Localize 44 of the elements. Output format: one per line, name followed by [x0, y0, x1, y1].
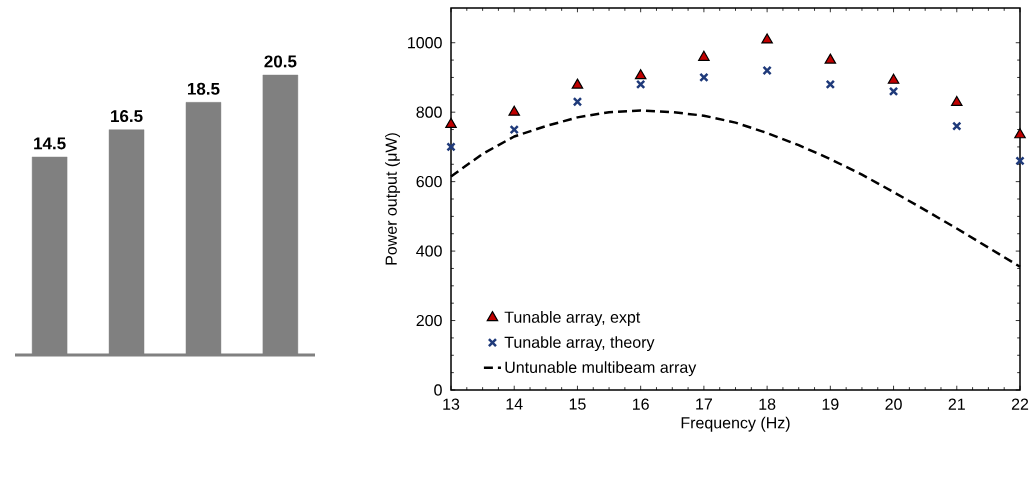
- x-tick-label: 15: [569, 398, 586, 410]
- y-tick-label: 600: [416, 175, 442, 188]
- point: [887, 73, 900, 84]
- y-axis-title: Power output (μW): [385, 133, 401, 265]
- data-label: 14.5: [34, 137, 66, 150]
- point: [571, 78, 584, 89]
- point: [762, 65, 772, 76]
- y-tick-label: 200: [416, 314, 442, 327]
- point: [509, 124, 520, 135]
- point: [824, 53, 837, 64]
- x-tick-label: 14: [506, 398, 523, 410]
- x-tick-label: 18: [759, 398, 776, 410]
- y-tick-label: 0: [434, 384, 442, 396]
- point: [1015, 156, 1025, 166]
- point: [635, 79, 646, 90]
- x-tick-label: 22: [1011, 398, 1029, 410]
- point: [508, 105, 521, 116]
- x-tick-label: 13: [443, 398, 460, 410]
- point: [950, 95, 963, 107]
- legend-label: Tunable array, expt: [504, 311, 641, 326]
- point: [825, 79, 836, 90]
- data-label: 16.5: [111, 110, 143, 123]
- x-axis-title: Frequency (Hz): [681, 416, 790, 432]
- point: [698, 50, 710, 61]
- x-tick-label: 17: [696, 398, 712, 410]
- point: [634, 69, 647, 80]
- point: [572, 96, 583, 107]
- x-tick-label: 16: [633, 398, 649, 410]
- point: [888, 86, 899, 97]
- data-label: 20.5: [264, 55, 297, 68]
- legend-label: Tunable array, theory: [504, 336, 655, 352]
- point: [761, 33, 773, 44]
- point: [446, 142, 456, 152]
- y-tick-label: 800: [416, 106, 442, 118]
- y-tick-label: 1000: [408, 37, 442, 49]
- data-label: 18.5: [187, 82, 220, 95]
- x-tick-label: 19: [822, 398, 839, 410]
- y-tick-label: 400: [416, 245, 442, 257]
- x-tick-label: 21: [948, 398, 965, 410]
- point: [699, 72, 709, 83]
- point: [445, 117, 457, 128]
- legend-label: Untunable multibeam array: [505, 361, 697, 377]
- point: [952, 121, 962, 131]
- x-tick-label: 20: [885, 398, 902, 410]
